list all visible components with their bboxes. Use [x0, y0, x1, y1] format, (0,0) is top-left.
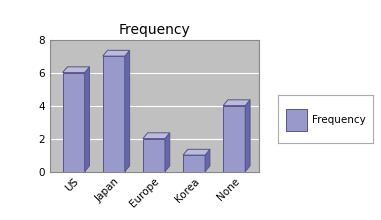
- Polygon shape: [205, 149, 210, 172]
- Polygon shape: [85, 67, 90, 172]
- FancyBboxPatch shape: [223, 106, 245, 172]
- Polygon shape: [183, 149, 210, 155]
- Polygon shape: [103, 50, 130, 56]
- Polygon shape: [223, 100, 250, 106]
- Text: Frequency: Frequency: [312, 115, 366, 125]
- Polygon shape: [125, 50, 130, 172]
- FancyBboxPatch shape: [143, 139, 165, 172]
- FancyBboxPatch shape: [286, 109, 307, 131]
- Polygon shape: [62, 67, 90, 73]
- Polygon shape: [165, 133, 170, 172]
- FancyBboxPatch shape: [103, 56, 125, 172]
- FancyBboxPatch shape: [62, 73, 85, 172]
- Polygon shape: [245, 100, 250, 172]
- Polygon shape: [143, 133, 170, 139]
- Title: Frequency: Frequency: [118, 23, 190, 37]
- FancyBboxPatch shape: [183, 155, 205, 172]
